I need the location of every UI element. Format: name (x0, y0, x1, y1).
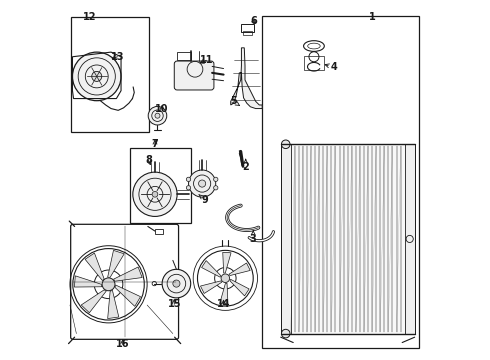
Text: 10: 10 (155, 104, 169, 113)
Polygon shape (200, 281, 222, 293)
Circle shape (281, 329, 290, 338)
Text: 14: 14 (217, 299, 230, 309)
Bar (241, 24, 254, 32)
Text: 1: 1 (369, 13, 375, 22)
Circle shape (152, 192, 158, 197)
Circle shape (221, 274, 230, 283)
Circle shape (186, 186, 191, 190)
Text: 6: 6 (250, 16, 257, 26)
Bar (243, 31, 252, 35)
Bar (291, 144, 405, 334)
Circle shape (198, 180, 206, 187)
Text: 8: 8 (145, 156, 152, 165)
Circle shape (189, 170, 216, 197)
Polygon shape (231, 48, 262, 109)
Polygon shape (108, 290, 119, 319)
Text: 9: 9 (199, 194, 208, 204)
Polygon shape (229, 263, 250, 275)
Bar (262, 16, 419, 348)
Bar (130, 148, 191, 223)
Polygon shape (74, 276, 102, 287)
Polygon shape (108, 250, 124, 277)
Circle shape (92, 71, 102, 81)
Bar (155, 229, 163, 234)
Circle shape (173, 280, 180, 287)
Polygon shape (405, 144, 415, 334)
Polygon shape (114, 267, 142, 281)
Circle shape (281, 140, 290, 149)
Polygon shape (85, 253, 104, 280)
Polygon shape (220, 283, 228, 304)
Text: 5: 5 (230, 96, 240, 107)
Circle shape (162, 269, 191, 298)
Polygon shape (201, 261, 220, 277)
Polygon shape (223, 252, 231, 273)
Circle shape (133, 172, 177, 216)
Polygon shape (230, 279, 249, 296)
Circle shape (214, 177, 218, 181)
Circle shape (214, 186, 218, 190)
Polygon shape (281, 144, 291, 334)
Text: 16: 16 (116, 339, 129, 349)
Circle shape (186, 177, 191, 181)
Circle shape (155, 113, 160, 118)
Polygon shape (115, 285, 141, 306)
Circle shape (102, 278, 115, 291)
Text: 11: 11 (199, 55, 213, 65)
Bar (177, 53, 191, 60)
FancyBboxPatch shape (174, 61, 214, 90)
Bar (304, 56, 324, 70)
Circle shape (73, 52, 121, 101)
Text: 4: 4 (325, 63, 338, 72)
Text: 2: 2 (243, 159, 249, 172)
Text: 15: 15 (168, 299, 181, 309)
Text: 13: 13 (111, 52, 124, 62)
Circle shape (148, 107, 167, 125)
Bar (71, 18, 148, 132)
Text: 7: 7 (151, 139, 158, 149)
Polygon shape (81, 290, 106, 313)
Text: 3: 3 (250, 231, 257, 244)
Text: 12: 12 (83, 13, 97, 22)
